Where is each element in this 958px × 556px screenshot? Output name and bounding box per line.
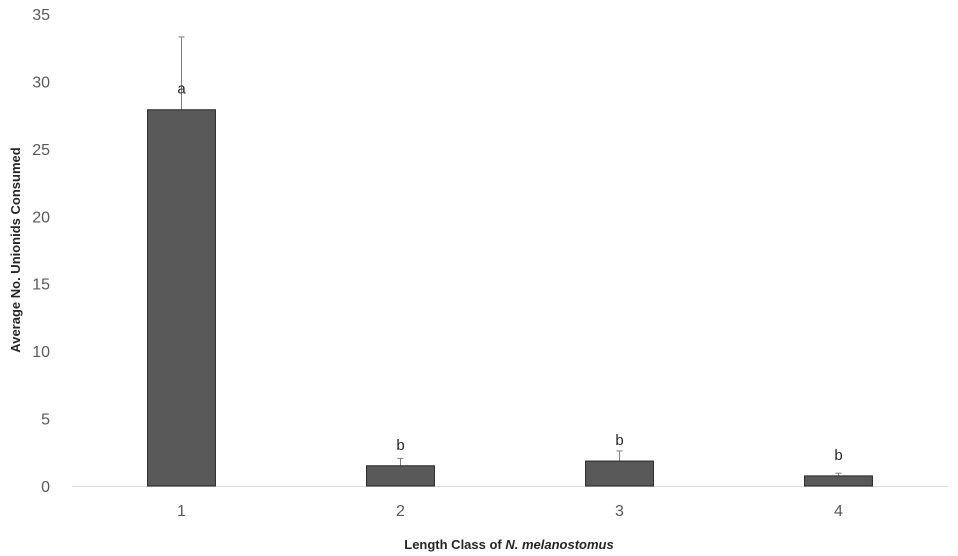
bar — [804, 475, 873, 487]
x-axis-ticks: 1 2 3 4 — [177, 503, 843, 520]
x-tick-label: 1 — [177, 503, 186, 520]
significance-label: b — [834, 447, 842, 464]
y-tick-label: 30 — [32, 74, 50, 91]
significance-label: b — [615, 432, 623, 449]
x-axis-title-species: N. melanostomus — [505, 537, 613, 552]
y-tick-label: 35 — [32, 7, 50, 24]
bar — [585, 460, 654, 487]
y-tick-label: 25 — [32, 142, 50, 159]
x-tick-label: 4 — [834, 503, 843, 520]
y-tick-label: 20 — [32, 209, 50, 226]
x-tick-label: 3 — [615, 503, 624, 520]
bar — [366, 465, 435, 487]
x-axis-title-prefix: Length Class of — [404, 537, 505, 552]
x-axis-title: Length Class of N. melanostomus — [404, 537, 613, 552]
y-tick-label: 0 — [41, 479, 50, 496]
y-tick-label: 10 — [32, 344, 50, 361]
y-tick-label: 15 — [32, 277, 50, 294]
x-tick-label: 2 — [396, 503, 405, 520]
significance-label: a — [177, 81, 186, 98]
y-tick-label: 5 — [41, 412, 50, 429]
significance-labels: a b b b — [177, 81, 842, 464]
significance-label: b — [396, 437, 404, 454]
bar — [147, 109, 216, 487]
bars — [147, 109, 873, 487]
y-axis-ticks: 0 5 10 15 20 25 30 35 — [32, 7, 50, 496]
y-axis-title: Average No. Unionids Consumed — [8, 147, 23, 352]
error-bars — [178, 36, 842, 479]
